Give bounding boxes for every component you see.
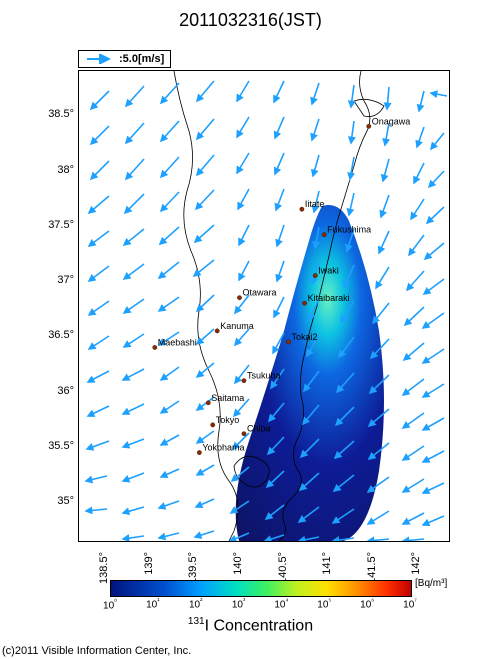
- city-dot: [242, 378, 246, 382]
- colorbar-tick: 10³: [232, 598, 245, 610]
- y-tick: 35°: [40, 495, 74, 507]
- y-tick: 38°: [40, 164, 74, 176]
- city-dot: [313, 273, 317, 277]
- x-tick: 142°: [410, 552, 422, 575]
- city-dot: [215, 329, 219, 333]
- y-tick: 37.5°: [40, 219, 74, 231]
- city-label: Chiba: [247, 424, 271, 434]
- city-label: Kanuma: [220, 321, 254, 331]
- x-tick: 141°: [321, 552, 333, 575]
- y-tick: 36.5°: [40, 329, 74, 341]
- x-tick: 139°: [143, 552, 155, 575]
- y-tick: 36°: [40, 385, 74, 397]
- city-label: Fukushima: [327, 225, 371, 235]
- colorbar-tick: 10¹: [146, 598, 159, 610]
- wind-scale-legend: :5.0[m/s]: [78, 50, 171, 68]
- chart-container: { "title": "2011032316(JST)", "legend_ar…: [0, 0, 501, 659]
- colorbar-ticks: 10⁰10¹10²10³10⁴10⁵10⁶10⁷: [110, 598, 410, 612]
- colorbar-tick: 10⁶: [360, 598, 374, 610]
- city-label: Otawara: [242, 288, 276, 298]
- city-label: Tsukuba: [247, 371, 281, 381]
- city-dot: [206, 401, 210, 405]
- colorbar-tick: 10⁴: [274, 598, 288, 610]
- chart-title: 2011032316(JST): [0, 10, 501, 31]
- x-tick: 138.5°: [98, 552, 110, 584]
- city-label: Saitama: [211, 393, 244, 403]
- city-dot: [211, 423, 215, 427]
- city-dot: [302, 301, 306, 305]
- plot-svg: Onagawa Iitate Fukushima Iwaki Kitaibaraki Ot…: [79, 71, 449, 541]
- copyright-text: (c)2011 Visible Information Center, Inc.: [2, 645, 191, 657]
- x-tick: 140°: [232, 552, 244, 575]
- colorbar-tick: 10⁵: [317, 598, 331, 610]
- city-dot: [197, 450, 201, 454]
- city-dot: [367, 124, 371, 128]
- city-label: Tokai2: [292, 332, 318, 342]
- city-label: Onagawa: [372, 116, 411, 126]
- colorbar: [110, 580, 412, 597]
- city-dot: [153, 345, 157, 349]
- plot-area: Onagawa Iitate Fukushima Iwaki Kitaibaraki Ot…: [78, 70, 450, 542]
- colorbar-label-main: I Concentration: [205, 617, 314, 634]
- legend-arrow-label: :5.0[m/s]: [119, 53, 164, 65]
- y-tick: 35.5°: [40, 440, 74, 452]
- city-label: Yokohama: [202, 443, 244, 453]
- city-dot: [286, 340, 290, 344]
- city-label: Iwaki: [318, 266, 339, 276]
- city-label: Kitaibaraki: [308, 293, 350, 303]
- city-label: Tokyo: [216, 415, 240, 425]
- colorbar-unit: [Bq/m³]: [415, 578, 447, 589]
- colorbar-label: 131I Concentration: [0, 616, 501, 635]
- legend-arrow-icon: [85, 54, 115, 64]
- y-tick: 37°: [40, 274, 74, 286]
- colorbar-tick: 10⁰: [103, 598, 117, 611]
- y-tick: 38.5°: [40, 108, 74, 120]
- city-dot: [237, 296, 241, 300]
- city-label: Maebashi: [158, 337, 197, 347]
- colorbar-tick: 10⁷: [403, 598, 417, 610]
- city-label: Iitate: [305, 199, 325, 209]
- city-dot: [300, 207, 304, 211]
- colorbar-tick: 10²: [189, 598, 202, 610]
- isotope-sup: 131: [188, 616, 205, 627]
- city-dot: [322, 232, 326, 236]
- city-dot: [242, 432, 246, 436]
